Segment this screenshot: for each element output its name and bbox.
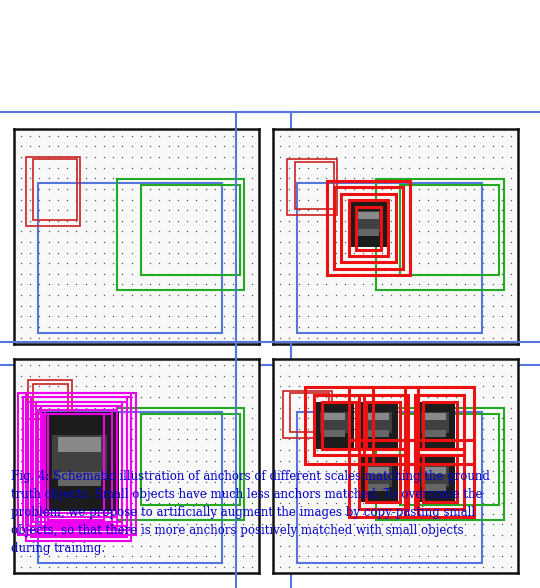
Bar [297, 183, 482, 333]
Bar [415, 395, 464, 455]
Bar [349, 200, 388, 256]
Bar [287, 159, 336, 215]
Bar [23, 397, 131, 530]
Bar [401, 415, 499, 505]
Bar [52, 435, 107, 479]
Bar [349, 386, 417, 464]
Bar [424, 467, 446, 474]
Bar [58, 472, 102, 486]
Bar [423, 455, 457, 503]
Bar [376, 179, 504, 290]
Bar [31, 397, 126, 537]
Bar [38, 412, 222, 563]
Bar [355, 211, 382, 232]
Bar [334, 188, 403, 269]
Bar [36, 402, 122, 533]
Bar [323, 413, 345, 420]
Bar [33, 406, 122, 522]
Bar [357, 229, 379, 236]
Bar [349, 440, 417, 517]
Bar [368, 413, 389, 420]
Bar [290, 393, 329, 432]
Bar [415, 402, 455, 449]
Bar [141, 185, 240, 275]
Bar [368, 430, 389, 437]
Text: Fig. 4: Schematic illustration of anchors of different scales matching the groun: Fig. 4: Schematic illustration of anchor… [11, 470, 490, 555]
Bar [33, 385, 68, 415]
Bar [357, 212, 379, 219]
Bar [421, 412, 449, 433]
Bar [38, 410, 117, 517]
Bar [349, 200, 388, 248]
Bar [305, 386, 374, 464]
Bar [424, 430, 446, 437]
Bar [368, 467, 389, 474]
Bar [45, 410, 112, 524]
Bar [48, 415, 104, 520]
Bar [424, 413, 446, 420]
Bar [366, 402, 401, 449]
Bar [359, 395, 408, 455]
Bar [295, 162, 334, 209]
Bar [421, 466, 449, 487]
Bar [314, 395, 363, 455]
Bar [297, 412, 482, 563]
Bar [58, 437, 102, 452]
Bar [43, 415, 112, 513]
Bar [320, 412, 348, 433]
Bar [26, 393, 131, 541]
Bar [40, 412, 119, 511]
Bar [359, 449, 408, 509]
Bar [33, 159, 77, 219]
Bar [368, 483, 389, 490]
Bar [282, 391, 332, 438]
Bar [38, 183, 222, 333]
Bar [117, 408, 245, 520]
Bar [327, 181, 410, 275]
Bar [28, 380, 72, 419]
Bar [366, 455, 401, 503]
Bar [401, 185, 499, 275]
Bar [117, 179, 245, 290]
Bar [406, 440, 474, 517]
Bar [341, 194, 395, 262]
Bar [364, 412, 392, 433]
Bar [364, 466, 392, 487]
Bar [314, 402, 354, 449]
Bar [18, 393, 137, 534]
Bar [26, 157, 80, 226]
Bar [28, 402, 126, 526]
Bar [415, 455, 455, 503]
Bar [141, 415, 240, 505]
Bar [406, 386, 474, 464]
Bar [40, 406, 117, 528]
Bar [376, 408, 504, 520]
Bar [359, 455, 398, 503]
Bar [356, 206, 381, 249]
Bar [323, 430, 345, 437]
Bar [415, 449, 464, 509]
Bar [424, 483, 446, 490]
Bar [423, 402, 457, 449]
Bar [322, 402, 356, 449]
Bar [359, 402, 398, 449]
